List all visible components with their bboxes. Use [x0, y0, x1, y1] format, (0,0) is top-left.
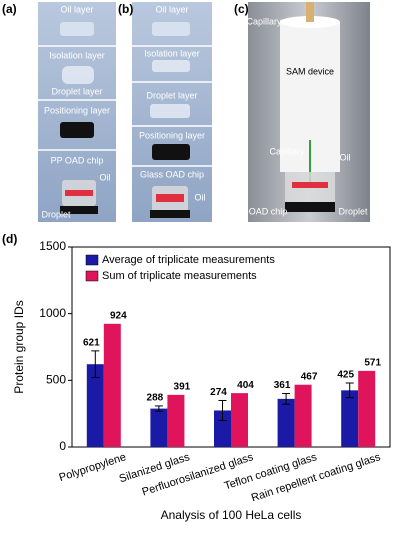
panel-label: (a) — [2, 2, 17, 16]
chart: (d) 0 500 1000 1500 Protein group IDs Analysis… — [2, 232, 391, 522]
photo-label: PP OAD chip — [51, 155, 104, 165]
legend-swatch — [85, 254, 99, 266]
photo-label: Capillary — [246, 16, 282, 26]
bar — [214, 410, 231, 447]
bar — [277, 398, 295, 447]
photo-label: Positioning layer — [139, 130, 205, 140]
y-tick-label: 1500 — [39, 239, 66, 253]
panel-label: (d) — [2, 232, 17, 246]
photo-label: Droplet layer — [51, 86, 102, 96]
bar — [150, 408, 168, 447]
panel-label: (c) — [234, 2, 249, 16]
panel-c: (c) Capillary SAM device Capillary Oil O… — [234, 2, 370, 222]
panel-b: (b) Oil layer Isolation layer Droplet la… — [118, 2, 212, 222]
photo-label: Isolation layer — [144, 48, 200, 58]
photo-label: Droplet — [41, 209, 71, 219]
bar — [231, 393, 248, 447]
value-label: 274 — [210, 387, 227, 398]
x-tick-label: Perfluorosilanized glass — [141, 451, 256, 498]
bar — [294, 384, 312, 447]
value-label: 467 — [301, 371, 318, 382]
value-label: 391 — [174, 382, 191, 393]
value-label: 621 — [83, 338, 100, 349]
bar — [341, 390, 359, 447]
value-label: 404 — [237, 380, 254, 391]
value-label: 361 — [274, 380, 291, 391]
photo-label: Oil layer — [155, 4, 188, 14]
photo-label: Oil — [100, 172, 111, 182]
y-tick-label: 0 — [59, 439, 66, 453]
photo-label: Capillary — [269, 146, 305, 156]
photo-label: SAM device — [286, 66, 334, 76]
x-axis-label: Analysis of 100 HeLa cells — [161, 508, 302, 522]
value-label: 288 — [147, 393, 164, 404]
legend-label: Sum of triplicate measurements — [102, 270, 257, 282]
photo-label: Droplet layer — [146, 90, 197, 100]
panel-a: (a) Oil layer Isolation layer Droplet la… — [2, 2, 116, 222]
y-tick-label: 1000 — [39, 306, 66, 320]
value-label: 571 — [364, 358, 381, 369]
photo-label: Positioning layer — [44, 105, 110, 115]
photo-label: Oil layer — [60, 4, 93, 14]
photo-label: Isolation layer — [49, 50, 105, 60]
x-tick-label: Polypropylene — [58, 451, 128, 484]
value-label: 425 — [337, 370, 354, 381]
bar — [358, 370, 376, 447]
bar — [86, 364, 104, 447]
y-axis-label: Protein group IDs — [12, 300, 26, 393]
legend-swatch — [85, 270, 99, 282]
legend-label: Average of triplicate measurements — [102, 254, 275, 266]
photo-label: OAD chip — [249, 206, 288, 216]
bar — [167, 394, 185, 447]
bar — [103, 323, 121, 447]
value-label: 924 — [110, 310, 127, 321]
photo-label: Glass OAD chip — [140, 169, 204, 179]
panel-label: (b) — [118, 2, 133, 16]
photo-label: Oil — [195, 192, 206, 202]
photo-label: Oil — [340, 152, 351, 162]
y-tick-label: 500 — [46, 373, 66, 387]
photo-label: Droplet — [338, 206, 368, 216]
